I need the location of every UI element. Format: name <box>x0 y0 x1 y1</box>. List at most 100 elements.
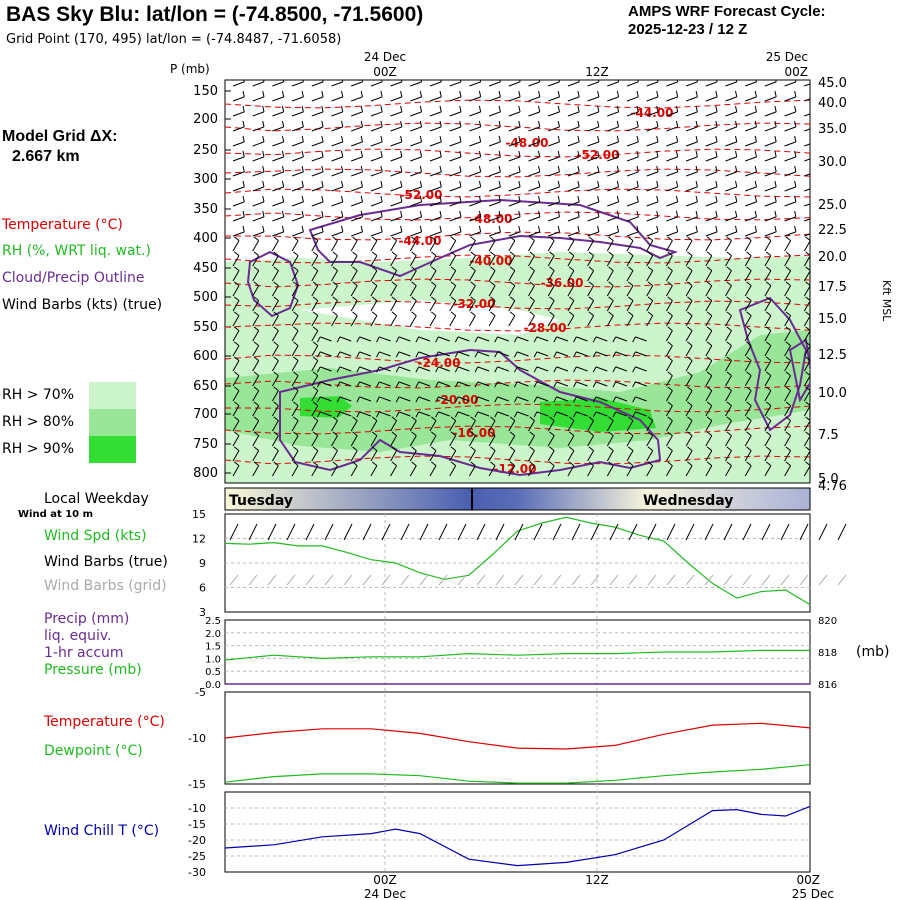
wind-barbs-profile <box>232 80 810 477</box>
wind-barb <box>528 420 535 432</box>
wind-barb-flag <box>450 431 457 436</box>
wind-barb <box>252 126 265 132</box>
wind-barb <box>705 330 713 342</box>
wind-barb-flag <box>459 90 462 98</box>
wind-barb <box>764 405 772 417</box>
wind-barb <box>351 81 363 87</box>
wind-barb <box>350 240 358 252</box>
wind-barb <box>665 330 673 342</box>
legend-wind-barbs: Wind Barbs (kts) (true) <box>2 297 163 313</box>
wind-barb-flag <box>637 80 639 83</box>
surface-wind-barb <box>457 523 467 541</box>
wind-barb <box>488 156 501 162</box>
wind-barb-flag <box>356 396 361 403</box>
wind-barb-flag <box>765 356 772 361</box>
wind-barb-flag <box>371 281 378 286</box>
wind-barb <box>705 360 713 372</box>
wind-barb-flag <box>242 210 245 218</box>
wind-barb <box>705 345 713 357</box>
surface-wind-barb <box>286 523 296 541</box>
wind-barb <box>311 360 319 372</box>
wind-barb-flag <box>273 341 279 346</box>
wind-barb <box>291 96 304 102</box>
wind-barb <box>646 285 654 297</box>
wind-barb-flag <box>794 135 797 143</box>
wind-barb-flag <box>411 251 417 256</box>
wind-barb <box>646 111 659 117</box>
wind-barb-flag <box>667 386 673 391</box>
wind-barb-flag <box>735 80 738 83</box>
temperature-contour-label: -44.00 <box>631 106 674 120</box>
wind-barb <box>705 255 713 267</box>
wind-barb-flag <box>616 135 620 143</box>
wind-barb <box>468 255 476 267</box>
wind-barb-flag <box>470 236 476 241</box>
wind-barb <box>488 216 501 222</box>
wind-barb-flag <box>573 381 577 388</box>
wind-barb-flag <box>529 236 535 241</box>
surface-wind-barb <box>438 523 448 541</box>
surface-wind-barb <box>514 523 524 541</box>
wind-barb <box>626 126 639 132</box>
wind-barb-flag <box>509 431 516 436</box>
wind-barb <box>536 396 549 402</box>
wind-barb <box>409 420 417 432</box>
temperature-contour-label: -44.00 <box>399 234 442 248</box>
wind-barb-flag <box>242 195 245 203</box>
label-precip: Precip (mm) <box>44 611 130 627</box>
wind-barb <box>488 435 496 447</box>
wind-barb-flag <box>735 150 738 158</box>
wind-barb <box>390 270 398 282</box>
wind-barb <box>488 96 501 102</box>
wind-barb-flag <box>754 195 757 203</box>
wind-barb <box>429 186 442 192</box>
wind-barb-flag <box>805 461 810 466</box>
wind-barb-flag <box>281 150 285 158</box>
wind-barb-flag <box>715 105 718 113</box>
wind-barb-flag <box>568 266 575 271</box>
wind-barb <box>517 411 529 417</box>
wind-barb <box>252 300 260 312</box>
wind-barb <box>331 171 343 177</box>
wind-barb <box>587 255 595 267</box>
wind-barb <box>370 300 378 312</box>
wind-barb <box>646 126 659 132</box>
wind-barb-flag <box>794 80 797 83</box>
wind-barb <box>547 450 555 462</box>
wind-barb <box>803 420 810 432</box>
wind-barb <box>232 201 245 207</box>
wind-barb <box>528 141 540 147</box>
wind-barb <box>232 255 240 267</box>
wind-barb <box>646 255 654 267</box>
wind-barb <box>339 396 352 402</box>
wind-barb <box>803 270 810 282</box>
wind-barb <box>331 450 338 462</box>
wind-barb-flag <box>380 195 383 203</box>
wind-barb <box>272 96 284 102</box>
wind-barb <box>725 111 737 117</box>
wind-barb <box>488 240 496 252</box>
wind-barb-flag <box>636 180 639 188</box>
wind-barb-flag <box>321 195 324 203</box>
wind-barb <box>607 231 619 237</box>
wind-barb-flag <box>794 150 797 158</box>
wind-barb-flag <box>273 461 279 466</box>
wind-barb <box>685 255 693 267</box>
temperature-contour <box>225 322 810 332</box>
wind-barb-flag <box>301 165 304 173</box>
wind-barb <box>803 360 810 372</box>
wind-barb-flag <box>577 225 580 233</box>
temperature-contour <box>225 455 810 465</box>
wind-barb <box>606 315 614 327</box>
wind-barb-flag <box>805 251 810 256</box>
legend-rh: RH (%, WRT liq. wat.) <box>2 243 151 259</box>
wind-barb-flag <box>706 356 713 361</box>
wind-barb <box>370 231 383 237</box>
wind-barb <box>685 345 693 357</box>
wind-barb-flag <box>794 120 797 128</box>
wind-barb-flag <box>553 351 558 358</box>
wind-barb <box>409 270 417 282</box>
wind-barb-flag <box>380 165 383 173</box>
wind-barb-flag <box>439 210 442 218</box>
wind-barb-flag <box>336 366 341 373</box>
